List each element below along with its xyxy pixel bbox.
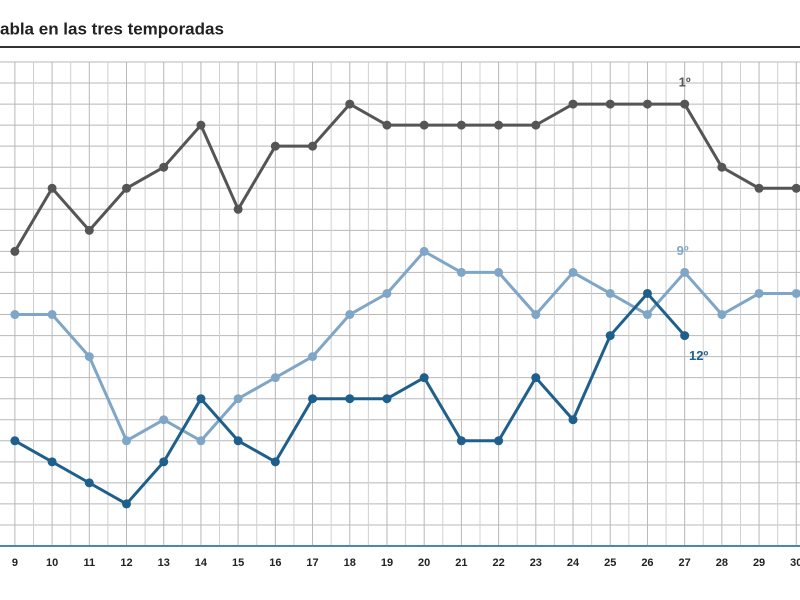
data-point	[605, 288, 615, 298]
end-label: 1º	[679, 75, 691, 90]
data-point	[456, 267, 466, 277]
end-label: 12º	[689, 348, 708, 363]
data-point	[642, 99, 652, 109]
data-point	[419, 120, 429, 130]
data-point	[382, 120, 392, 130]
x-tick-label: 23	[530, 557, 542, 569]
data-point	[456, 120, 466, 130]
data-point	[717, 162, 727, 172]
data-point	[233, 394, 243, 404]
data-point	[680, 267, 690, 277]
data-point	[605, 99, 615, 109]
x-tick-label: 29	[753, 557, 765, 569]
data-point	[791, 288, 800, 298]
data-point	[531, 373, 541, 383]
series-line	[14, 249, 797, 443]
x-tick-label: 17	[306, 557, 318, 569]
end-label: 9º	[677, 243, 689, 258]
data-point	[270, 373, 280, 383]
data-point	[345, 99, 355, 109]
data-point	[196, 120, 206, 130]
x-tick-label: 9	[12, 557, 18, 569]
data-point	[494, 120, 504, 130]
data-point	[159, 415, 169, 425]
data-point	[308, 141, 318, 151]
x-tick-label: 14	[195, 557, 208, 569]
data-point	[10, 246, 20, 256]
data-point	[531, 310, 541, 320]
data-point	[47, 310, 57, 320]
data-point	[47, 457, 57, 467]
x-tick-label: 18	[344, 557, 356, 569]
data-point	[345, 310, 355, 320]
data-point	[754, 183, 764, 193]
data-point	[47, 183, 57, 193]
data-point	[233, 204, 243, 214]
x-tick-label: 22	[492, 557, 504, 569]
x-tick-label: 15	[232, 557, 244, 569]
data-point	[122, 183, 132, 193]
x-tick-label: 25	[604, 557, 616, 569]
x-tick-label: 30	[790, 557, 800, 569]
data-point	[568, 267, 578, 277]
data-point	[308, 394, 318, 404]
data-point	[680, 331, 690, 341]
data-point	[122, 499, 132, 509]
data-point	[382, 288, 392, 298]
data-point	[122, 436, 132, 446]
x-tick-label: 28	[716, 557, 728, 569]
data-point	[419, 246, 429, 256]
data-point	[642, 288, 652, 298]
x-tick-label: 26	[641, 557, 653, 569]
data-point	[196, 394, 206, 404]
data-point	[568, 415, 578, 425]
data-point	[680, 99, 690, 109]
x-tick-label: 10	[46, 557, 58, 569]
x-tick-label: 20	[418, 557, 430, 569]
data-point	[791, 183, 800, 193]
data-point	[717, 310, 727, 320]
data-point	[345, 394, 355, 404]
data-point	[84, 225, 94, 235]
x-tick-label: 21	[455, 557, 467, 569]
data-point	[568, 99, 578, 109]
x-tick-label: 24	[567, 557, 580, 569]
series-line	[13, 102, 797, 253]
data-point	[233, 436, 243, 446]
data-point	[382, 394, 392, 404]
data-point	[494, 267, 504, 277]
chart-title: abla en las tres temporadas	[0, 19, 224, 38]
data-point	[754, 288, 764, 298]
data-point	[605, 331, 615, 341]
data-point	[84, 352, 94, 362]
data-point	[419, 373, 429, 383]
x-tick-label: 19	[381, 557, 393, 569]
data-point	[10, 436, 20, 446]
data-point	[159, 457, 169, 467]
data-point	[531, 120, 541, 130]
data-point	[84, 478, 94, 488]
x-tick-label: 16	[269, 557, 281, 569]
data-point	[196, 436, 206, 446]
data-point	[159, 162, 169, 172]
data-point	[456, 436, 466, 446]
data-point	[270, 141, 280, 151]
data-point	[10, 310, 20, 320]
x-tick-label: 11	[83, 557, 95, 569]
x-tick-label: 12	[120, 557, 132, 569]
data-point	[642, 310, 652, 320]
data-point	[494, 436, 504, 446]
x-tick-label: 27	[679, 557, 691, 569]
data-point	[270, 457, 280, 467]
x-tick-label: 13	[158, 557, 170, 569]
data-point	[308, 352, 318, 362]
